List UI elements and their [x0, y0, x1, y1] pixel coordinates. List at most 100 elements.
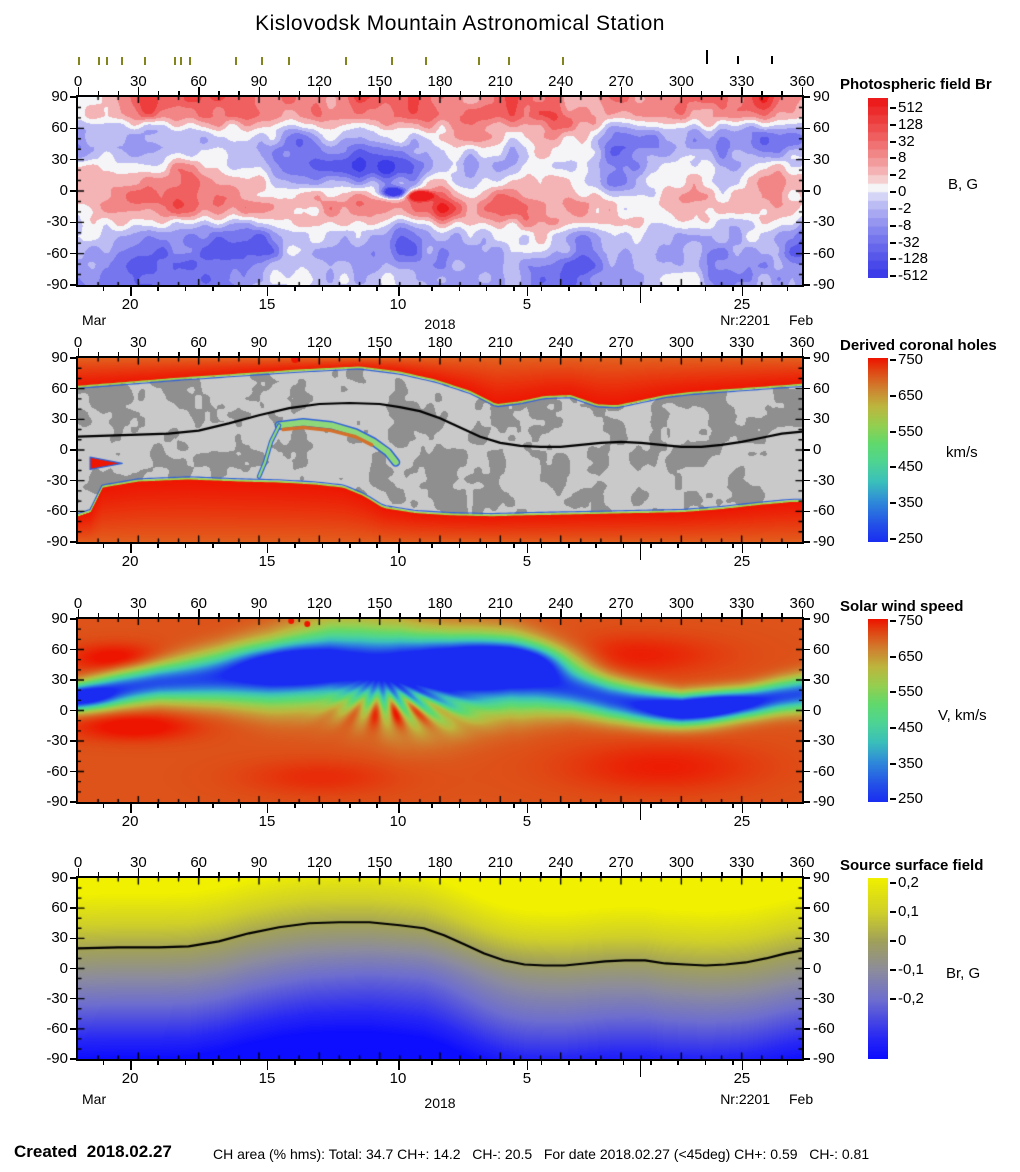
lat-tick-right [804, 158, 810, 161]
lon-tick [399, 613, 401, 617]
lon-tick [238, 872, 240, 876]
day-tick [622, 287, 625, 291]
observation-mark [106, 57, 109, 65]
lat-tick-label-left: 60 [51, 379, 68, 397]
colorbar-tick [890, 691, 896, 694]
day-tick [431, 287, 433, 291]
day-tick [184, 1061, 187, 1065]
colorbar-tick-label: 2 [898, 166, 907, 184]
lon-tick [700, 352, 703, 356]
lat-tick-right [804, 96, 810, 98]
colorbar-tick [890, 140, 896, 143]
colorbar-tick-label: 8 [898, 149, 907, 167]
colorbar-tick [890, 911, 896, 914]
day-tick [759, 1061, 762, 1065]
lon-tick [157, 91, 160, 95]
lon-tick [178, 613, 180, 617]
lon-tick [137, 348, 140, 356]
lon-tick-label: 120 [306, 334, 332, 351]
day-tick [321, 544, 324, 548]
observation-mark [390, 57, 393, 65]
lon-tick-label: 90 [250, 595, 268, 612]
lat-tick-left [70, 770, 76, 773]
day-tick-labeled [398, 287, 400, 296]
lat-tick-left [70, 357, 76, 359]
day-tick [759, 544, 762, 548]
observation-mark [561, 57, 564, 65]
lat-tick-label-left: 90 [51, 88, 68, 105]
lat-tick-label-left: -90 [46, 276, 68, 293]
lat-tick-label-right: 90 [813, 869, 830, 886]
colorbar-tick-label: 350 [898, 494, 924, 512]
lat-tick-label-left: -90 [46, 793, 68, 810]
day-tick-labeled [741, 804, 744, 813]
day-tick [431, 544, 433, 548]
lat-tick-label-right: 60 [813, 119, 830, 137]
observation-mark [424, 57, 427, 65]
day-tick [595, 804, 597, 808]
lon-tick-label: 300 [668, 854, 694, 871]
colorbar-tick [890, 207, 896, 210]
colorbar-wind-speed [868, 619, 888, 802]
lat-tick-left [70, 997, 76, 1000]
lon-tick [157, 352, 160, 356]
lon-tick-label: 240 [548, 334, 574, 351]
day-tick [102, 287, 105, 291]
day-tick [239, 544, 242, 548]
lon-tick-label: 240 [548, 73, 574, 90]
observation-mark [98, 57, 101, 65]
lon-tick [479, 613, 482, 617]
day-tick [650, 544, 652, 548]
day-tick [458, 544, 461, 548]
day-tick [786, 804, 789, 808]
lat-tick-label-right: -60 [813, 1019, 835, 1037]
day-tick [650, 1061, 652, 1065]
lat-tick-left [70, 679, 76, 681]
day-tick-labeled [266, 1061, 269, 1070]
lon-tick [318, 609, 321, 617]
map-wind-speed [78, 619, 802, 802]
day-tick [294, 287, 296, 291]
day-tick [595, 287, 597, 291]
colorbar-tick [890, 123, 896, 126]
day-tick [732, 1061, 734, 1065]
lon-tick [258, 348, 260, 356]
lat-tick-label-left: -30 [46, 213, 68, 231]
colorbar-photospheric [868, 98, 888, 278]
lon-tick [640, 613, 643, 617]
lon-tick [620, 87, 622, 95]
colorbar-tick-label: -512 [898, 267, 929, 285]
lon-tick [137, 87, 140, 95]
lat-tick-right [804, 541, 810, 543]
lon-tick [640, 872, 643, 876]
lon-tick [77, 609, 79, 617]
day-tick [540, 804, 543, 808]
day-tick [732, 287, 734, 291]
lat-tick-label-left: -30 [46, 989, 68, 1007]
lon-tick-label: 30 [129, 595, 147, 612]
lon-tick [379, 609, 381, 617]
colorbar-unit-wind-speed: V, km/s [938, 707, 987, 724]
lon-tick [338, 872, 341, 876]
lon-tick-label: 60 [190, 854, 207, 871]
lat-tick-right [804, 284, 810, 286]
lat-tick-label-left: 30 [51, 671, 68, 688]
created-gap [77, 1142, 86, 1161]
date-label: 5 [522, 296, 532, 313]
colorbar-tick-label: 0 [898, 932, 907, 950]
lon-tick [620, 609, 622, 617]
lat-tick-left [70, 190, 76, 192]
day-tick-labeled [398, 1061, 400, 1070]
lon-tick [459, 91, 462, 95]
day-tick-labeled [526, 544, 529, 553]
colorbar-tick [890, 174, 896, 177]
day-tick-labeled [130, 287, 132, 296]
lon-tick-label: 30 [129, 854, 147, 871]
day-tick [595, 544, 597, 548]
day-tick [759, 804, 762, 808]
lat-tick-right [804, 221, 810, 224]
lon-tick-label: 330 [729, 854, 755, 871]
day-tick [376, 287, 378, 291]
lon-tick [801, 87, 803, 95]
lat-tick-right [804, 877, 810, 879]
